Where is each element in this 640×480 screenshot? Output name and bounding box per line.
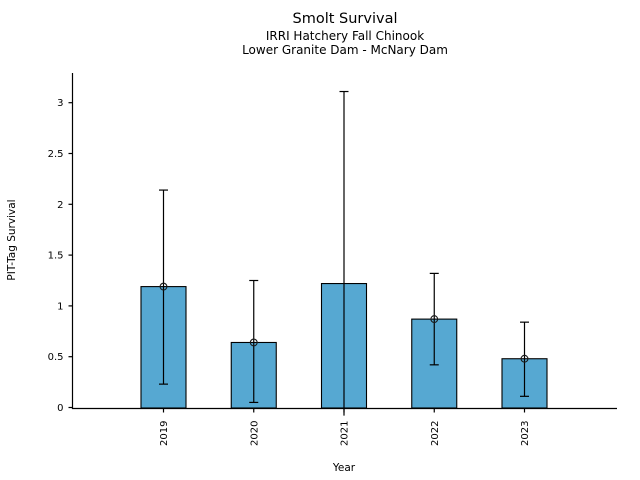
x-axis-label: Year	[332, 462, 356, 474]
y-tick-label-2: 2	[57, 200, 63, 211]
point-marker-2019	[159, 282, 168, 291]
x-tick-label-2023: 2023	[520, 421, 531, 446]
y-tick-label-0.5: 0.5	[48, 352, 64, 363]
y-tick-label-1: 1	[57, 301, 63, 312]
x-tick-label-2020: 2020	[249, 421, 260, 446]
point-marker-2020	[249, 338, 258, 347]
chart-subtitle-hatchery: IRRI Hatchery Fall Chinook	[265, 29, 425, 43]
chart-subtitle-reach: Lower Granite Dam - McNary Dam	[242, 43, 448, 57]
point-marker-2022	[430, 315, 439, 324]
x-tick-label-2019: 2019	[159, 421, 170, 446]
y-tick-label-3: 3	[57, 98, 63, 109]
point-marker-2023	[520, 354, 529, 363]
x-tick-label-2021: 2021	[340, 421, 351, 446]
y-tick-label-0: 0	[57, 403, 63, 414]
y-tick-label-2.5: 2.5	[48, 149, 64, 160]
chart-title: Smolt Survival	[292, 11, 398, 27]
x-tick-label-2022: 2022	[430, 421, 441, 446]
y-tick-label-1.5: 1.5	[48, 251, 64, 262]
